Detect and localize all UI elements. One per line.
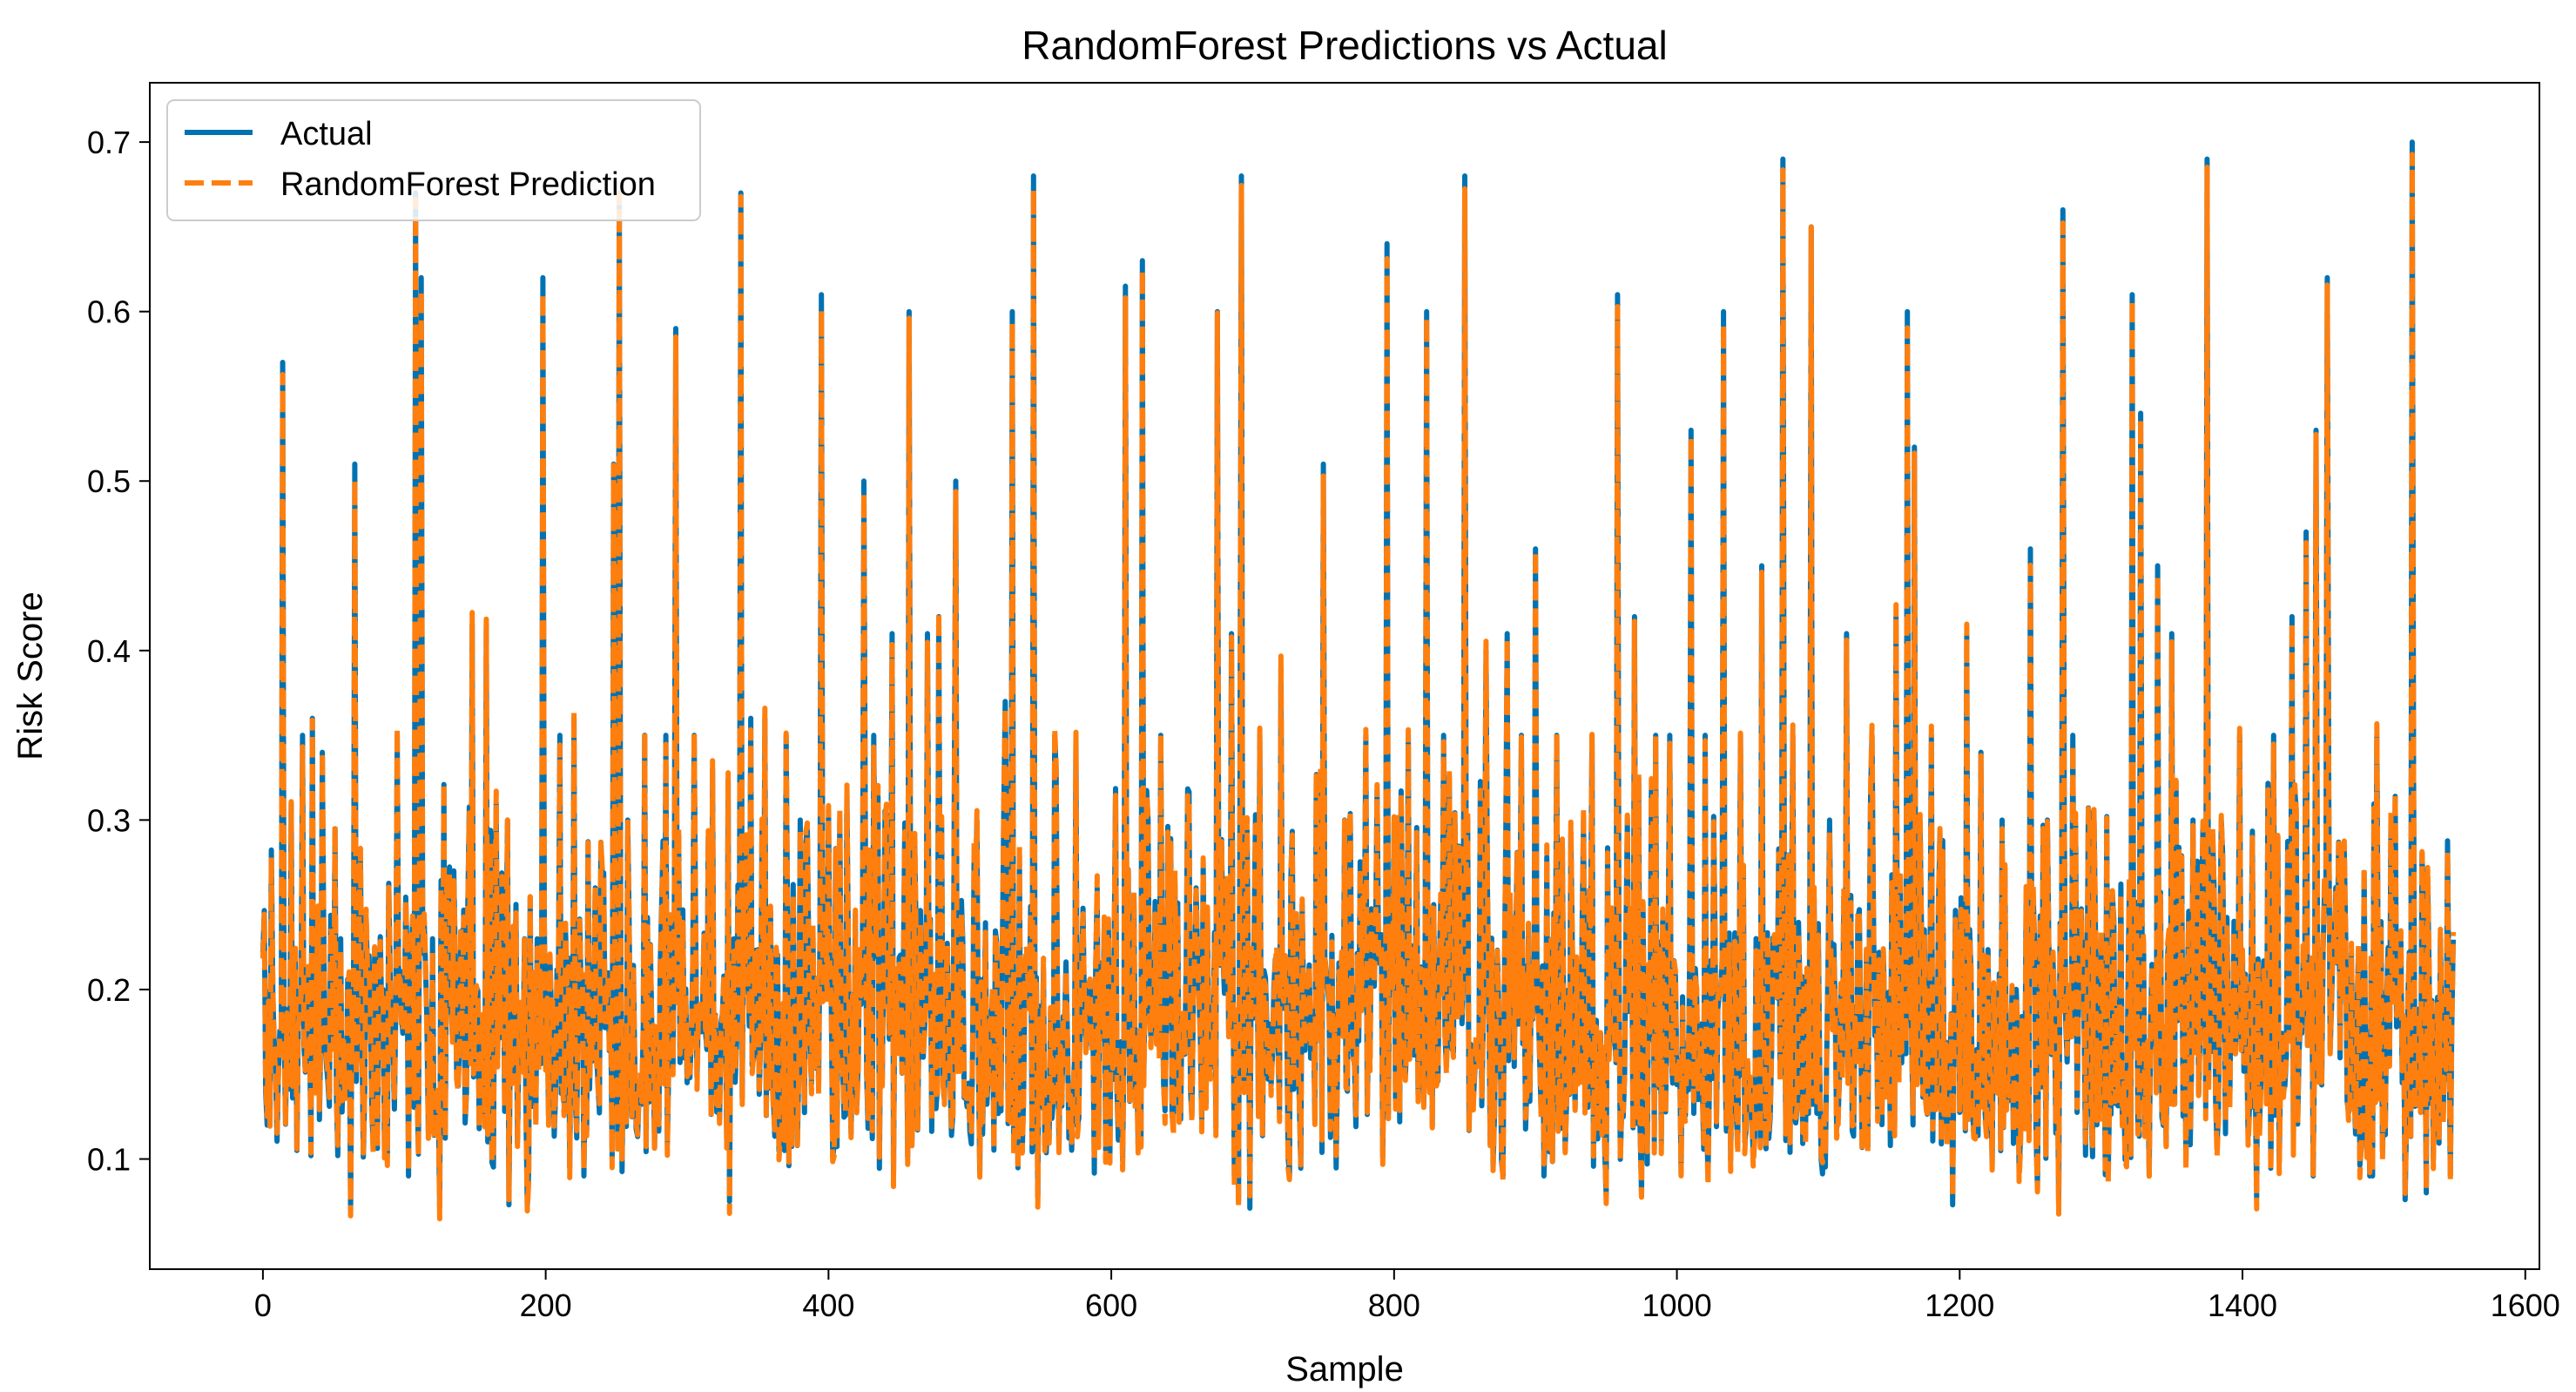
y-tick-label: 0.5 [87,463,131,499]
series-line-prediction [260,152,2456,1222]
y-axis: 0.1 0.2 0.3 0.4 0.5 0.6 0.7 [87,125,150,1178]
x-tick-label: 0 [254,1287,272,1323]
x-tick-label: 1000 [1642,1287,1712,1323]
x-axis-label: Sample [1285,1350,1404,1389]
plot-area [149,82,2540,1270]
series-layer [260,139,2456,1222]
y-tick-label: 0.7 [87,125,131,160]
y-tick-label: 0.2 [87,972,131,1008]
chart-title: RandomForest Predictions vs Actual [1022,23,1667,68]
x-tick-label: 200 [520,1287,572,1323]
legend-entry-prediction-label: RandomForest Prediction [280,166,656,203]
x-tick-label: 800 [1368,1287,1420,1323]
y-axis-label: Risk Score [11,591,50,760]
x-tick-label: 1400 [2208,1287,2277,1323]
x-tick-label: 1200 [1925,1287,1994,1323]
legend-box [166,99,701,221]
plot-frame [149,82,2540,1270]
y-tick-label: 0.6 [87,294,131,330]
x-tick-label: 1600 [2491,1287,2560,1323]
x-axis: 0 200 400 600 800 1000 1200 1400 1600 [254,1269,2560,1323]
x-tick-label: 600 [1085,1287,1137,1323]
legend: Actual RandomForest Prediction [166,99,701,221]
x-tick-label: 400 [802,1287,854,1323]
y-tick-label: 0.1 [87,1142,131,1178]
y-tick-label: 0.3 [87,802,131,838]
y-tick-label: 0.4 [87,633,131,669]
legend-entry-actual-label: Actual [280,116,373,152]
